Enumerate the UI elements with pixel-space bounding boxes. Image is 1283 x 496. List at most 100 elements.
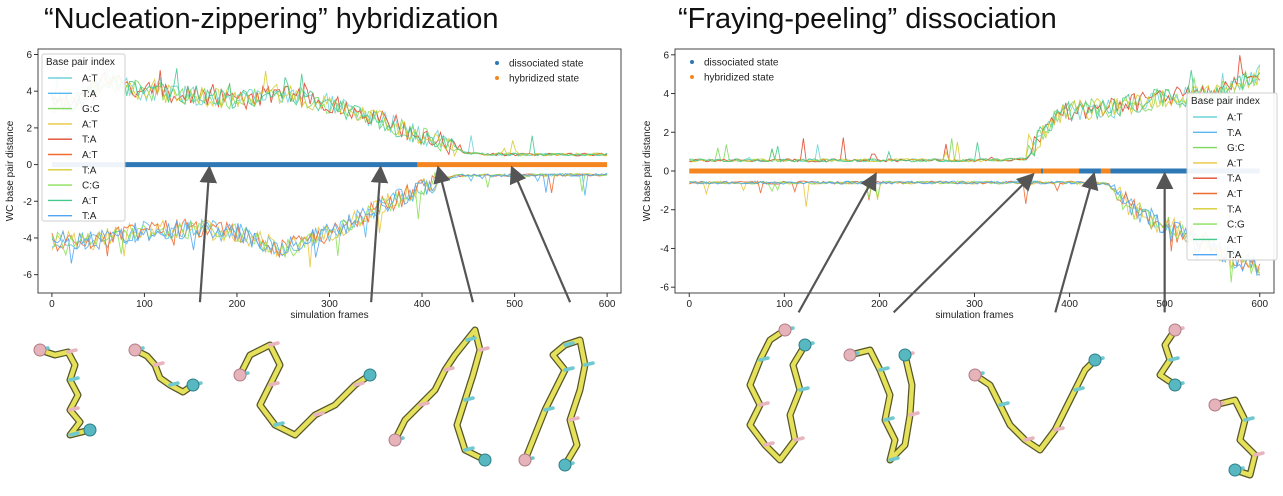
x-tick-label: 100: [776, 299, 793, 310]
y-tick-label: -4: [23, 233, 32, 244]
legend-label: A:T: [82, 74, 98, 85]
dna-base: [1168, 356, 1180, 362]
series-line: [51, 70, 608, 157]
dna-base: [1073, 386, 1085, 392]
dna-backbone-shadow: [973, 357, 1098, 454]
y-tick-label: 4: [26, 87, 32, 98]
dna-base: [1243, 416, 1255, 422]
dna-backbone-shadow: [391, 326, 487, 464]
dna-backbone-shadow: [38, 346, 91, 439]
dna-base: [168, 381, 180, 387]
y-tick-label: -2: [660, 205, 669, 216]
dna-base: [268, 341, 280, 347]
dna-base: [883, 416, 895, 422]
dna-base: [888, 456, 900, 462]
terminal-bead: [1168, 323, 1182, 337]
y-tick-label: 6: [26, 50, 32, 61]
x-tick-label: 400: [1061, 299, 1078, 310]
y-tick-label: 6: [663, 50, 669, 61]
dna-backbone: [39, 347, 91, 438]
dna-backbone: [973, 358, 1097, 453]
terminal-bead: [1168, 378, 1182, 392]
legend-label: G:C: [82, 104, 100, 115]
state-legend-label: hybridized state: [509, 74, 579, 85]
series-line: [689, 70, 1261, 163]
dna-backbone: [392, 327, 487, 463]
legend-label: A:T: [1227, 235, 1243, 246]
x-tick-label: 400: [414, 299, 431, 310]
dna-base: [353, 381, 365, 387]
terminal-bead: [388, 433, 402, 447]
dna-base: [478, 346, 490, 352]
state-legend-label: hybridized state: [704, 73, 774, 84]
y-tick-label: -6: [23, 270, 32, 281]
legend-label: T:A: [82, 211, 97, 222]
legend-label: T:A: [1227, 128, 1242, 139]
x-tick-label: 300: [321, 299, 338, 310]
dna-base: [1053, 426, 1065, 432]
terminal-bead: [33, 343, 47, 357]
legend-label: A:T: [1227, 113, 1243, 124]
state-legend-marker: [495, 76, 499, 80]
state-legend-marker: [495, 61, 499, 65]
legend-label: T:A: [82, 89, 97, 100]
terminal-bead: [186, 378, 200, 392]
dna-base: [763, 441, 775, 447]
dna-base: [1253, 451, 1265, 457]
x-tick-label: 0: [686, 299, 692, 310]
dna-base: [66, 348, 78, 354]
dna-base: [443, 366, 455, 372]
legend-label: G:C: [1227, 143, 1245, 154]
dna-base: [68, 431, 80, 437]
terminal-bead: [1088, 353, 1102, 367]
dna-base: [758, 401, 770, 407]
dna-base: [268, 381, 280, 387]
dna-base: [273, 421, 285, 427]
terminal-bead: [233, 368, 247, 382]
dna-base: [68, 376, 80, 382]
dna-base: [465, 336, 477, 342]
dna-base: [463, 446, 475, 452]
x-tick-label: 600: [599, 299, 616, 310]
legend-label: A:T: [1227, 189, 1243, 200]
dna-base: [153, 361, 165, 367]
dna-base: [313, 411, 325, 417]
dna-base: [543, 406, 555, 412]
y-tick-label: 0: [663, 167, 669, 178]
right-title: “Fraying-peeling” dissociation: [678, 3, 1057, 35]
dna-base: [1023, 436, 1035, 442]
legend-label: A:T: [82, 196, 98, 207]
dna-base: [878, 366, 890, 372]
terminal-bead: [843, 348, 857, 362]
legend-box: [1186, 92, 1278, 261]
terminal-bead: [128, 343, 142, 357]
y-tick-label: 2: [26, 123, 32, 134]
terminal-bead: [798, 338, 812, 352]
terminal-bead: [518, 453, 532, 467]
state-legend-label: dissociated state: [704, 58, 779, 69]
series-line: [51, 68, 608, 157]
x-tick-label: 200: [229, 299, 246, 310]
y-tick-label: 2: [663, 128, 669, 139]
terminal-bead: [363, 368, 377, 382]
dna-base: [463, 396, 475, 402]
x-tick-label: 500: [506, 299, 523, 310]
state-legend-marker: [690, 60, 694, 64]
dna-base: [583, 361, 595, 367]
terminal-bead: [968, 368, 982, 382]
y-axis-label: WC base pair distance: [642, 120, 653, 221]
x-axis-label: simulation frames: [290, 310, 368, 321]
legend-label: C:G: [82, 181, 100, 192]
terminal-bead: [83, 423, 97, 437]
legend-label: T:A: [1227, 174, 1242, 185]
y-tick-label: -6: [660, 283, 669, 294]
dna-base: [418, 401, 430, 407]
legend-title: Base pair index: [46, 57, 115, 68]
terminal-bead: [898, 348, 912, 362]
dna-base: [998, 401, 1010, 407]
dna-backbone: [1214, 397, 1258, 478]
dna-base: [68, 406, 80, 412]
dna-base: [793, 436, 805, 442]
y-tick-label: 0: [26, 160, 32, 171]
